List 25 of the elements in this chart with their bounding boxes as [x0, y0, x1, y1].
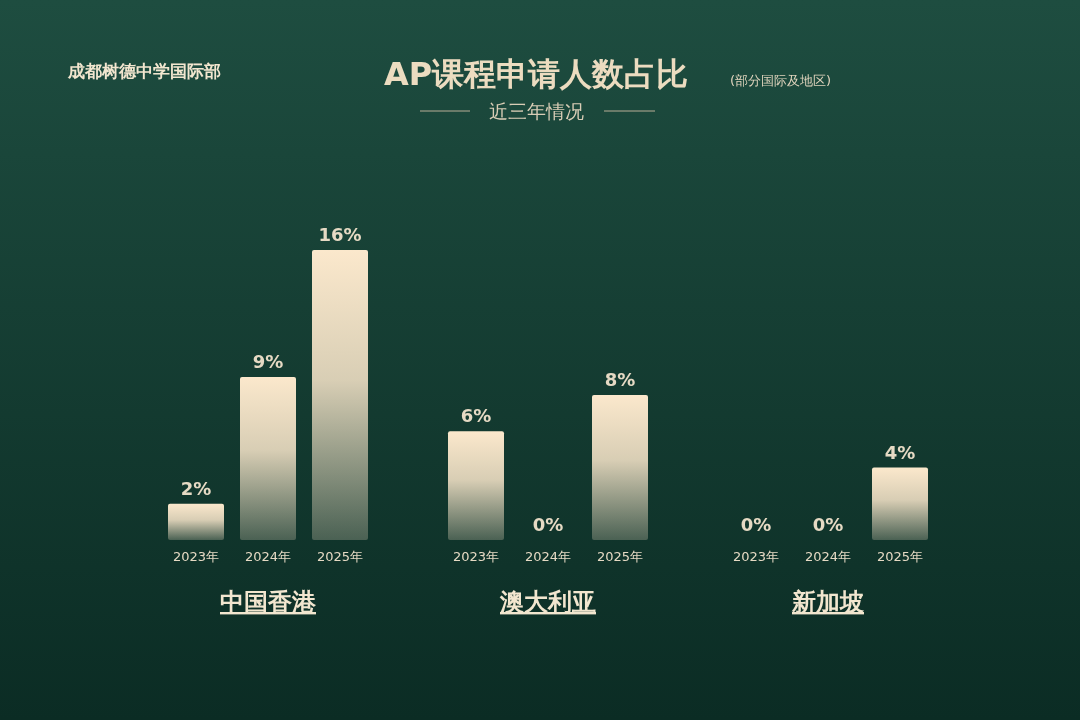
text: 澳大利亚 [499, 588, 596, 616]
text: 中国香港 [220, 588, 317, 616]
data-label: 0% [532, 514, 564, 535]
chart-title: AP课程申请人数占比 [383, 55, 689, 93]
data-label: 16% [318, 224, 362, 245]
text: (部分国际及地区) [730, 73, 832, 88]
data-label: 0% [740, 514, 772, 535]
x-tick-label: 2025年 [316, 549, 364, 564]
x-tick-label: 2025年 [876, 549, 924, 564]
text: 新加坡 [791, 588, 864, 616]
x-tick-label: 2023年 [732, 549, 780, 564]
text: 成都树德中学国际部 [67, 61, 221, 81]
data-label: 6% [460, 405, 492, 427]
data-label: 9% [252, 350, 284, 372]
data-label: 8% [604, 369, 636, 390]
x-tick-label: 2024年 [524, 549, 572, 564]
data-label: 4% [884, 441, 916, 463]
x-tick-label: 2023年 [452, 549, 500, 564]
x-tick-label: 2023年 [172, 549, 220, 564]
x-tick-label: 2024年 [244, 549, 292, 564]
chart-subtitle: 近三年情况 [488, 100, 584, 122]
x-tick-label: 2024年 [804, 549, 852, 564]
data-label: 0% [812, 514, 844, 535]
x-tick-label: 2025年 [596, 549, 644, 564]
data-label: 2% [180, 477, 212, 499]
